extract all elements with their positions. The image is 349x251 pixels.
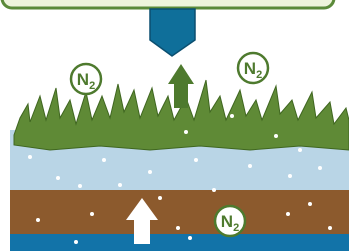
symbol: N bbox=[244, 59, 256, 78]
top-box bbox=[2, 0, 334, 8]
symbol: N bbox=[221, 212, 233, 231]
bottom-layer bbox=[10, 234, 349, 251]
symbol: N bbox=[77, 70, 89, 89]
subscript: 2 bbox=[256, 69, 262, 81]
subscript: 2 bbox=[233, 222, 239, 234]
n2-badge: N2 bbox=[215, 206, 245, 236]
subscript: 2 bbox=[89, 80, 95, 92]
diagram: N2 N2 N2 bbox=[0, 0, 349, 251]
n2-badge: N2 bbox=[71, 64, 101, 94]
n2-badge: N2 bbox=[238, 53, 268, 83]
